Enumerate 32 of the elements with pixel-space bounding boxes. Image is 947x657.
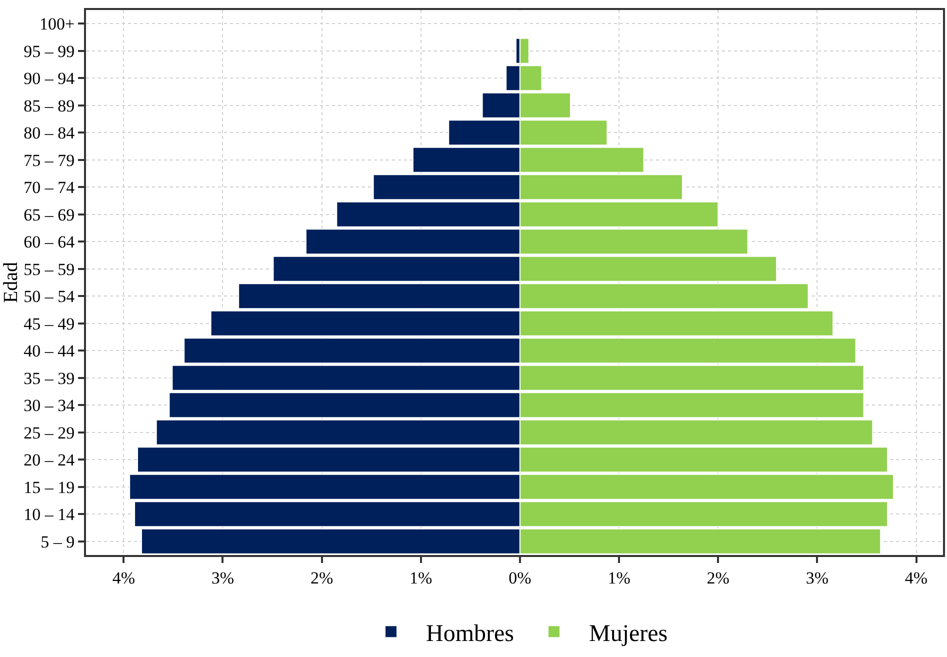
y-tick-label: 100+ bbox=[40, 14, 75, 34]
x-tick-label: 4% bbox=[112, 568, 135, 588]
y-tick-label: 80 – 84 bbox=[24, 124, 76, 143]
x-tick-label: 2% bbox=[310, 568, 334, 588]
y-tick-label: 55 – 59 bbox=[24, 260, 75, 279]
y-tick-label: 75 – 79 bbox=[24, 150, 75, 170]
y-tick-label: 95 – 99 bbox=[24, 42, 75, 61]
y-tick-label: 70 – 74 bbox=[24, 178, 76, 198]
legend-label: Hombres bbox=[426, 620, 514, 647]
y-axis-title: Edad bbox=[0, 262, 22, 304]
y-tick-label: 90 – 94 bbox=[24, 69, 76, 88]
x-tick-label: 1% bbox=[410, 568, 432, 588]
x-tick-label: 3% bbox=[806, 568, 829, 588]
x-tick-label: 4% bbox=[904, 568, 928, 588]
y-tick-label: 85 – 89 bbox=[24, 96, 75, 116]
y-tick-label: 10 – 14 bbox=[24, 505, 76, 524]
y-tick-label: 15 – 19 bbox=[24, 478, 75, 497]
y-tick-label: 20 – 24 bbox=[24, 450, 76, 470]
y-tick-label: 25 – 29 bbox=[24, 423, 75, 442]
x-tick-label: 0% bbox=[508, 568, 532, 588]
y-tick-label: 50 – 54 bbox=[24, 287, 76, 306]
y-tick-label: 30 – 34 bbox=[24, 396, 76, 416]
y-tick-label: 65 – 69 bbox=[24, 205, 75, 224]
x-tick-label: 2% bbox=[706, 568, 730, 588]
x-tick-label: 1% bbox=[608, 568, 630, 588]
x-tick-label: 3% bbox=[211, 568, 234, 588]
legend-label: Mujeres bbox=[588, 620, 668, 647]
y-tick-label: 35 – 39 bbox=[24, 368, 75, 388]
y-tick-label: 5 – 9 bbox=[40, 532, 75, 552]
y-tick-label: 40 – 44 bbox=[24, 342, 76, 361]
y-tick-label: 45 – 49 bbox=[24, 314, 75, 334]
y-tick-label: 60 – 64 bbox=[24, 232, 76, 252]
